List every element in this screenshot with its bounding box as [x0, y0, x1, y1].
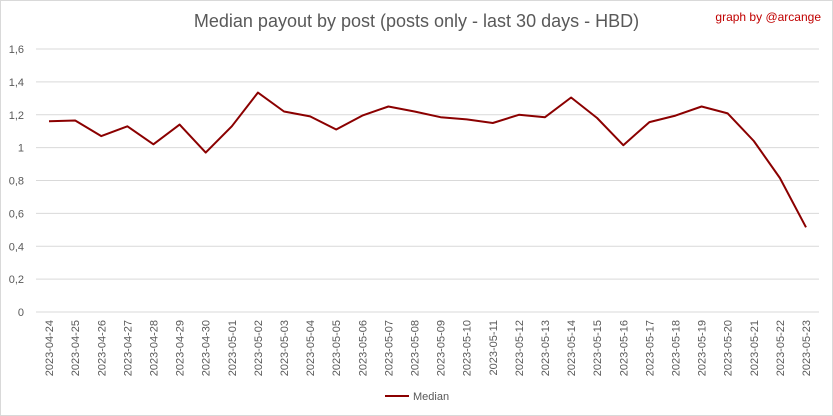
x-tick-label: 2023-05-02	[253, 320, 265, 376]
data-point	[805, 226, 807, 228]
data-point	[753, 140, 755, 142]
x-tick-label: 2023-05-10	[462, 320, 474, 376]
y-tick-label: 0,4	[9, 241, 24, 253]
x-tick-label: 2023-05-13	[540, 320, 552, 376]
data-point	[283, 110, 285, 112]
data-point	[466, 118, 468, 120]
y-axis-ticks: 0 0,2 0,4 0,6 0,8 1 1,2 1,4 1,6	[9, 44, 24, 319]
x-tick-label: 2023-05-18	[670, 320, 682, 376]
x-tick-label: 2023-05-14	[566, 320, 578, 376]
data-point	[257, 92, 259, 94]
data-point	[335, 129, 337, 131]
data-point	[152, 143, 154, 145]
data-point	[492, 122, 494, 124]
chart-title: Median payout by post (posts only - last…	[193, 11, 640, 31]
legend-label: Median	[413, 391, 449, 403]
y-tick-label: 0	[18, 307, 24, 319]
x-tick-label: 2023-04-29	[175, 320, 187, 376]
data-point	[674, 115, 676, 117]
x-tick-label: 2023-05-12	[514, 320, 526, 376]
y-tick-label: 1,4	[9, 77, 24, 89]
legend: Median	[385, 391, 449, 403]
data-point	[648, 121, 650, 123]
data-point	[544, 116, 546, 118]
chart-credit: graph by @arcange	[715, 10, 821, 24]
x-tick-label: 2023-05-11	[488, 320, 500, 375]
x-tick-label: 2023-04-24	[44, 320, 56, 376]
data-point	[622, 144, 624, 146]
x-tick-label: 2023-05-07	[383, 320, 395, 376]
x-tick-label: 2023-05-05	[331, 320, 343, 376]
data-point	[309, 115, 311, 117]
y-tick-label: 1	[18, 143, 24, 155]
series-line-median	[48, 91, 807, 228]
x-tick-label: 2023-05-17	[644, 320, 656, 376]
data-point	[779, 177, 781, 179]
x-tick-label: 2023-05-22	[775, 320, 787, 376]
x-tick-label: 2023-05-04	[305, 320, 317, 376]
data-point	[440, 116, 442, 118]
y-tick-label: 0,2	[9, 274, 24, 286]
data-point	[413, 110, 415, 112]
x-tick-label: 2023-05-21	[749, 320, 761, 376]
x-tick-label: 2023-04-28	[148, 320, 160, 376]
data-point	[48, 120, 50, 122]
x-tick-label: 2023-05-15	[592, 320, 604, 376]
y-tick-label: 1,2	[9, 110, 24, 122]
y-tick-label: 0,8	[9, 176, 24, 188]
x-tick-label: 2023-05-20	[723, 320, 735, 376]
data-point	[100, 135, 102, 137]
series-lines	[48, 91, 807, 228]
x-tick-label: 2023-05-23	[801, 320, 813, 376]
data-point	[596, 117, 598, 119]
data-point	[518, 114, 520, 116]
x-tick-label: 2023-05-09	[436, 320, 448, 376]
x-tick-label: 2023-04-27	[122, 320, 134, 376]
x-tick-label: 2023-05-06	[357, 320, 369, 376]
x-tick-label: 2023-04-30	[201, 320, 213, 376]
data-point	[727, 112, 729, 114]
data-point	[74, 120, 76, 122]
x-tick-label: 2023-05-01	[227, 320, 239, 376]
data-point	[570, 96, 572, 98]
x-tick-label: 2023-05-08	[409, 320, 421, 376]
x-tick-label: 2023-05-03	[279, 320, 291, 376]
data-point	[387, 106, 389, 108]
data-point	[179, 124, 181, 126]
gridlines	[36, 48, 819, 313]
data-point	[361, 115, 363, 117]
x-axis-ticks: 2023-04-24 2023-04-25 2023-04-26 2023-04-27…	[44, 320, 813, 376]
data-point	[126, 125, 128, 127]
data-point	[701, 106, 703, 108]
y-tick-label: 0,6	[9, 208, 24, 220]
data-point	[205, 152, 207, 154]
x-tick-label: 2023-04-25	[70, 320, 82, 376]
x-tick-label: 2023-05-19	[697, 320, 709, 376]
y-tick-label: 1,6	[9, 44, 24, 56]
x-tick-label: 2023-04-26	[96, 320, 108, 376]
data-point	[231, 125, 233, 127]
x-tick-label: 2023-05-16	[618, 320, 630, 376]
